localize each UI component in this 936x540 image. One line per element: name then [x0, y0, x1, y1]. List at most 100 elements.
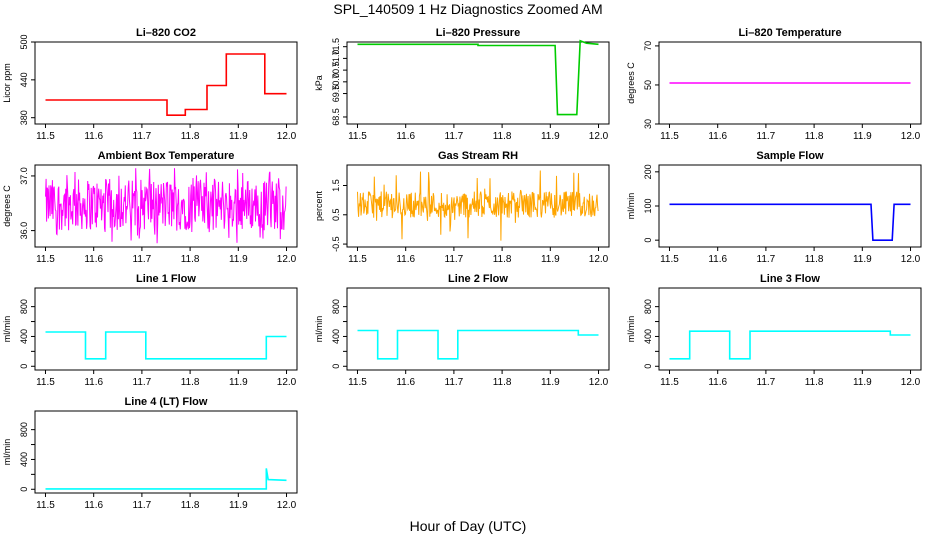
panel-3: Li–820 Temperature degrees C 30 50 70 11.5 11.…	[626, 27, 922, 142]
x-tick-label: 11.7	[133, 131, 152, 142]
y-axis-label: kPa	[314, 75, 324, 91]
y-tick-label: 1.5	[331, 179, 341, 192]
y-axis-label: Licor ppm	[2, 63, 12, 103]
y-tick-label: 37.0	[19, 167, 29, 185]
plot-frame	[658, 287, 922, 371]
x-tick-label: 11.9	[541, 254, 560, 265]
plot-frame	[346, 287, 610, 371]
x-tick-label: 11.5	[660, 131, 679, 142]
x-tick-label: 11.5	[36, 377, 55, 388]
plot-frame	[346, 41, 610, 125]
x-tick-label: 11.5	[36, 500, 55, 511]
x-tick-label: 11.7	[445, 254, 464, 265]
panel-8: Line 2 Flow ml/min 0 400 800 11.5 11.6 11.7 11.8…	[314, 273, 610, 388]
x-tick-label: 11.9	[229, 254, 248, 265]
x-tick-label: 11.9	[541, 377, 560, 388]
x-tick-label: 11.8	[181, 377, 200, 388]
x-tick-label: 11.9	[229, 131, 248, 142]
y-tick-label: 380	[19, 110, 29, 125]
panel-5: Gas Stream RH percent -0.5 0.5 1.5 11.5 11.6 11…	[314, 150, 610, 265]
y-tick-label: 70.0	[331, 73, 341, 91]
y-tick-label: 440	[19, 72, 29, 87]
y-tick-label: 0.5	[331, 209, 341, 222]
panel-title: Line 2 Flow	[448, 273, 508, 285]
panel-title: Sample Flow	[756, 150, 824, 162]
y-tick-label: 0	[643, 238, 653, 243]
x-tick-label: 11.5	[348, 131, 367, 142]
x-tick-label: 11.5	[660, 254, 679, 265]
y-tick-label: 30	[643, 119, 653, 129]
y-tick-label: 400	[19, 452, 29, 467]
x-tick-label: 11.6	[708, 377, 727, 388]
panel-title: Li–820 Temperature	[738, 27, 841, 39]
panel-10: Line 4 (LT) Flow ml/min 0 400 800 11.5 11.6 11.…	[2, 396, 298, 511]
panel-4: Ambient Box Temperature degrees C 36.0 37.0…	[2, 150, 298, 265]
x-axis-title: Hour of Day (UTC)	[409, 518, 527, 534]
y-tick-label: 200	[643, 164, 653, 179]
y-tick-label: 800	[643, 299, 653, 314]
x-tick-label: 11.6	[708, 254, 727, 265]
x-tick-label: 11.7	[757, 254, 776, 265]
panel-title: Line 3 Flow	[760, 273, 820, 285]
panel-6: Sample Flow ml/min 0 100 200 11.5 11.6 11.7 11.8…	[626, 150, 922, 265]
plot-frame	[34, 41, 298, 125]
x-tick-label: 11.5	[348, 377, 367, 388]
panel-title: Line 1 Flow	[136, 273, 196, 285]
y-tick-label: 68.5	[331, 108, 341, 126]
x-tick-label: 11.9	[229, 377, 248, 388]
y-tick-label: 400	[643, 329, 653, 344]
x-tick-label: 12.0	[589, 254, 609, 265]
x-tick-label: 11.6	[84, 131, 103, 142]
plot-frame	[658, 41, 922, 125]
x-tick-label: 11.8	[493, 254, 512, 265]
y-tick-label: -0.5	[331, 236, 341, 252]
x-tick-label: 11.9	[853, 377, 872, 388]
plot-frame	[34, 410, 298, 494]
panel-title: Ambient Box Temperature	[98, 150, 235, 162]
series-line	[45, 468, 287, 490]
x-tick-label: 11.6	[84, 254, 103, 265]
y-tick-label: 36.0	[19, 222, 29, 240]
series-line	[669, 203, 911, 241]
x-tick-label: 12.0	[589, 131, 609, 142]
x-tick-label: 11.6	[84, 500, 103, 511]
y-tick-label: 71.5	[331, 38, 341, 56]
x-tick-label: 11.5	[348, 254, 367, 265]
plot-frame	[658, 164, 922, 248]
panel-2: Li–820 Pressure kPa 68.5 69.570.070.571.071…	[314, 27, 610, 142]
y-axis-label: ml/min	[626, 193, 636, 220]
x-tick-label: 11.8	[181, 254, 200, 265]
panel-1: Li–820 CO2 Licor ppm 380 440 500 11.5 11.6 11.7…	[2, 27, 298, 142]
x-tick-label: 11.5	[36, 131, 55, 142]
panel-title: Li–820 CO2	[136, 27, 196, 39]
series-line	[45, 53, 287, 116]
y-tick-label: 0	[643, 364, 653, 369]
series-line	[45, 331, 287, 360]
plot-frame	[34, 287, 298, 371]
y-tick-label: 100	[643, 198, 653, 213]
y-tick-label: 70.5	[331, 61, 341, 79]
x-tick-label: 11.8	[805, 254, 824, 265]
y-tick-label: 70	[643, 41, 653, 51]
x-tick-label: 12.0	[901, 377, 921, 388]
panel-7: Line 1 Flow ml/min 0 400 800 11.5 11.6 11.7 11.8…	[2, 273, 298, 388]
x-tick-label: 11.9	[229, 500, 248, 511]
x-tick-label: 12.0	[277, 254, 297, 265]
x-tick-label: 11.9	[541, 131, 560, 142]
x-tick-label: 11.8	[493, 131, 512, 142]
panel-title: Gas Stream RH	[438, 150, 518, 162]
x-tick-label: 11.5	[660, 377, 679, 388]
x-tick-label: 11.6	[708, 131, 727, 142]
y-tick-label: 0	[19, 364, 29, 369]
x-tick-label: 11.8	[805, 377, 824, 388]
x-tick-label: 11.7	[133, 377, 152, 388]
series-line	[45, 168, 287, 244]
series-line	[357, 329, 599, 360]
series-line	[357, 170, 599, 241]
y-axis-label: percent	[314, 190, 324, 221]
x-tick-label: 11.8	[181, 131, 200, 142]
x-tick-label: 12.0	[901, 254, 921, 265]
x-tick-label: 11.6	[84, 377, 103, 388]
y-tick-label: 400	[19, 329, 29, 344]
panel-title: Li–820 Pressure	[436, 27, 520, 39]
